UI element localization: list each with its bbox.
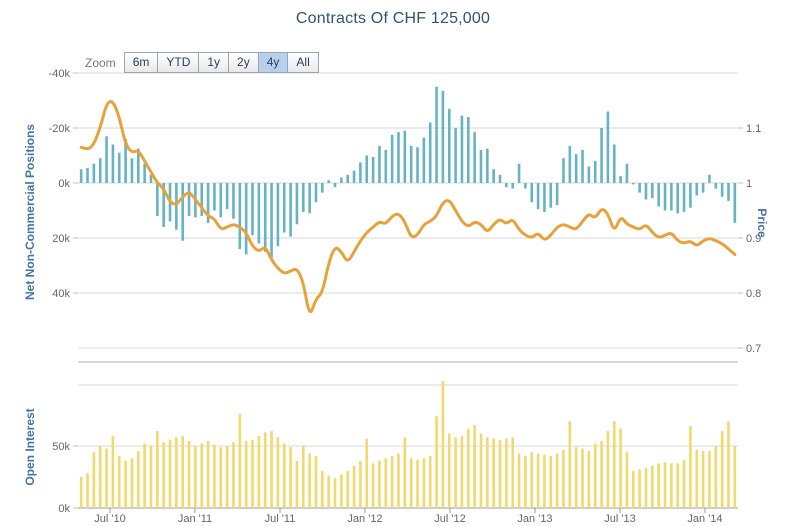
axis-tick-labels: -40k -20k 0k 20k 40k 1.1 1 0.9 0.8 0.7 50k 0k bbox=[49, 68, 762, 515]
range-selector: Zoom 6m YTD 1y 2y 4y All bbox=[85, 52, 319, 73]
svg-text:0k: 0k bbox=[58, 503, 70, 515]
svg-text:Jan '11: Jan '11 bbox=[178, 513, 212, 525]
range-button-2y[interactable]: 2y bbox=[228, 52, 259, 73]
svg-text:1.1: 1.1 bbox=[746, 123, 761, 135]
range-button-1y[interactable]: 1y bbox=[198, 52, 230, 73]
x-axis-labels: Jul '10 Jan '11 Jul '11 Jan '12 Jul '12 Jan '… bbox=[94, 508, 723, 525]
left-axis-title: Net Non-Commercial Positions bbox=[23, 123, 37, 301]
net-positions-bar-series[interactable] bbox=[79, 86, 737, 258]
range-buttons: 6m YTD 1y 2y 4y All bbox=[123, 52, 319, 73]
svg-text:Jul '13: Jul '13 bbox=[604, 513, 635, 525]
svg-text:1: 1 bbox=[746, 178, 752, 190]
svg-text:0.8: 0.8 bbox=[746, 288, 761, 300]
range-button-ytd[interactable]: YTD bbox=[157, 52, 200, 73]
range-button-all[interactable]: All bbox=[287, 52, 319, 73]
svg-text:Jul '12: Jul '12 bbox=[434, 513, 465, 525]
chart-title: Contracts Of CHF 125,000 bbox=[295, 10, 491, 27]
open-interest-bar-series[interactable] bbox=[79, 381, 737, 508]
svg-text:Jan '13: Jan '13 bbox=[517, 513, 552, 525]
range-button-6m[interactable]: 6m bbox=[123, 52, 159, 73]
svg-text:Jan '14: Jan '14 bbox=[687, 513, 722, 525]
price-axis-title: Price bbox=[755, 208, 769, 238]
range-button-4y[interactable]: 4y bbox=[257, 52, 289, 73]
svg-text:0k: 0k bbox=[58, 178, 70, 190]
open-interest-axis-title: Open Interest bbox=[23, 408, 37, 486]
svg-text:-20k: -20k bbox=[49, 123, 71, 135]
svg-text:-40k: -40k bbox=[49, 68, 71, 80]
svg-text:Jan '12: Jan '12 bbox=[347, 513, 382, 525]
svg-text:Jul '10: Jul '10 bbox=[94, 513, 125, 525]
svg-text:Jul '11: Jul '11 bbox=[265, 513, 296, 525]
svg-text:20k: 20k bbox=[52, 233, 70, 245]
price-line-series[interactable] bbox=[79, 100, 737, 313]
svg-text:0.9: 0.9 bbox=[746, 233, 761, 245]
svg-text:0.7: 0.7 bbox=[746, 343, 761, 355]
svg-text:40k: 40k bbox=[52, 288, 70, 300]
svg-text:50k: 50k bbox=[52, 441, 70, 453]
zoom-label: Zoom bbox=[85, 55, 116, 70]
